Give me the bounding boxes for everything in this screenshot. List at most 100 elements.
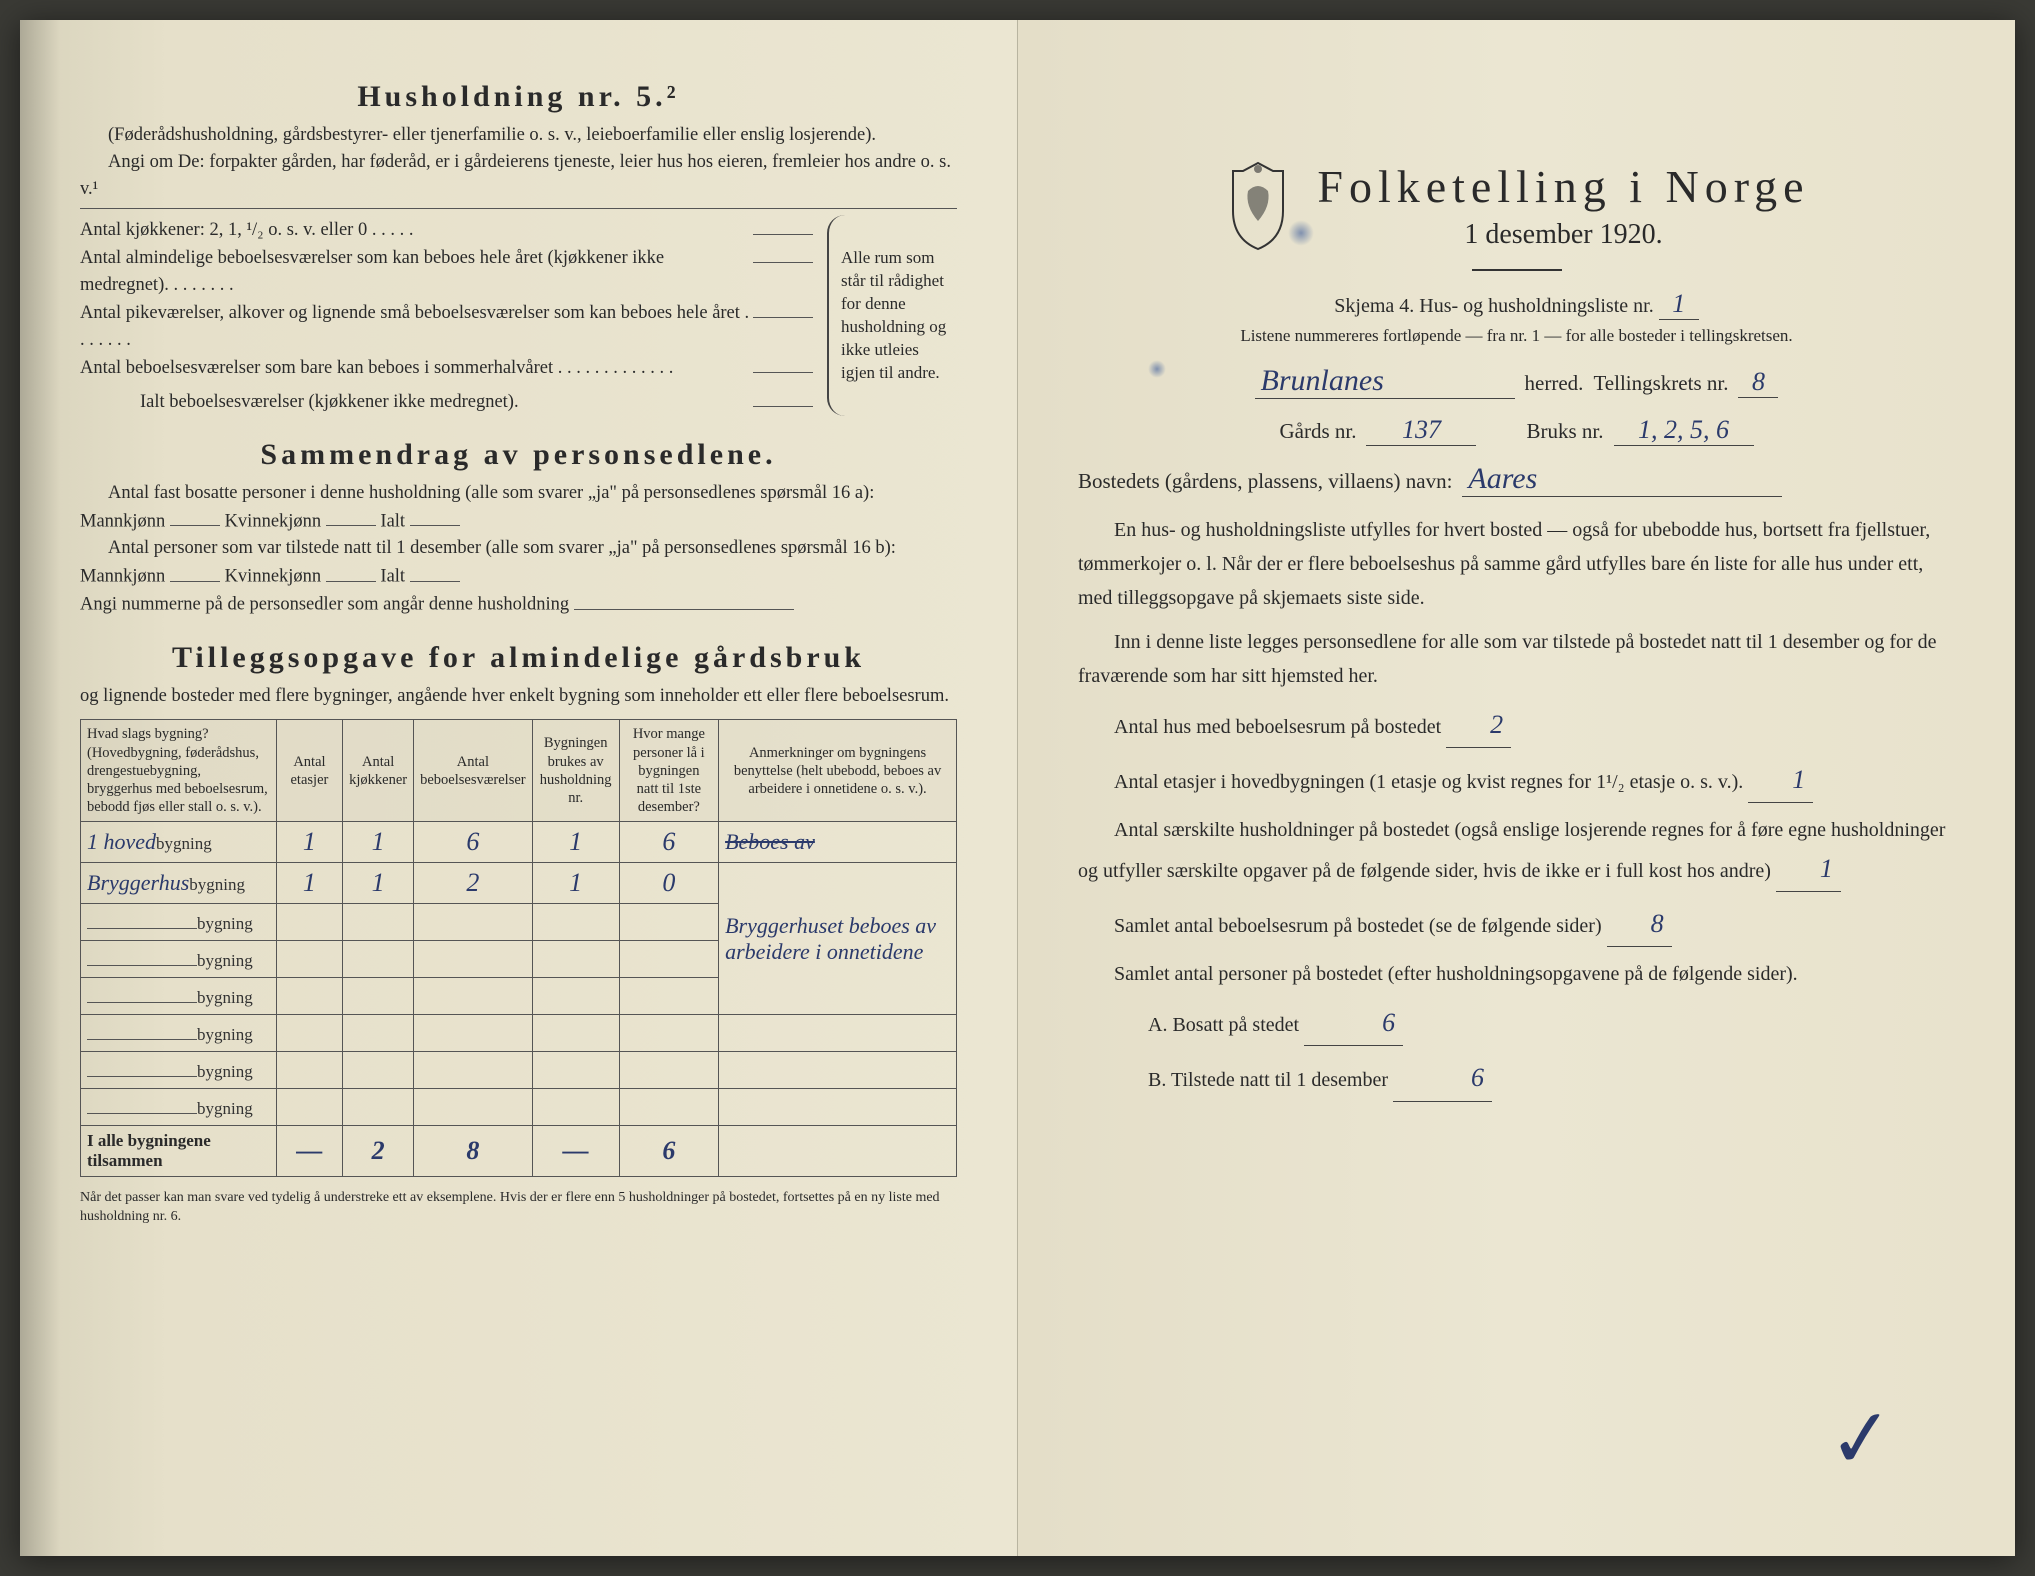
table-row: bygning bbox=[81, 1015, 957, 1052]
angi-num: Angi nummerne på de personsedler som ang… bbox=[80, 590, 957, 618]
bygning-suffix: bygning bbox=[197, 988, 253, 1007]
bygning-blank bbox=[87, 1002, 197, 1003]
cell-bygning: bygning bbox=[81, 978, 277, 1015]
bygning-suffix: bygning bbox=[189, 875, 245, 894]
bygning-blank bbox=[87, 1039, 197, 1040]
q-rom: Samlet antal beboelsesrum på bostedet (s… bbox=[1078, 902, 1955, 947]
cell-value bbox=[414, 941, 533, 978]
cell-note: Bryggerhuset beboes av arbeidere i onnet… bbox=[719, 863, 957, 1015]
ialt-blank bbox=[753, 388, 813, 407]
cell-value bbox=[619, 1089, 718, 1126]
cell-bygning: bygning bbox=[81, 1052, 277, 1089]
cell-value: 1 bbox=[532, 863, 619, 904]
cell-value bbox=[276, 1089, 342, 1126]
kjokken-blank bbox=[753, 215, 813, 234]
q-etasjer: Antal etasjer i hovedbygningen (1 etasje… bbox=[1078, 758, 1955, 803]
cell-value bbox=[619, 978, 718, 1015]
bygning-prefix: Bryggerhus bbox=[87, 870, 189, 895]
a-value: 6 bbox=[1304, 1001, 1403, 1046]
cell-value: 0 bbox=[619, 863, 718, 904]
cell-value: 1 bbox=[343, 822, 414, 863]
herred-label: herred. bbox=[1525, 371, 1584, 396]
bygning-suffix: bygning bbox=[197, 951, 253, 970]
ialt-line: Ialt beboelsesværelser (kjøkkener ikke m… bbox=[80, 389, 753, 416]
q-rom-value: 8 bbox=[1607, 902, 1672, 947]
cell-value bbox=[532, 941, 619, 978]
kjokken-line: Antal kjøkkener: 2, 1, ¹/₂ o. s. v. elle… bbox=[80, 217, 753, 244]
bygning-suffix: bygning bbox=[156, 834, 212, 853]
cell-bygning: Bryggerhusbygning bbox=[81, 863, 277, 904]
cell-value bbox=[276, 904, 342, 941]
cell-value bbox=[343, 1089, 414, 1126]
bygning-suffix: bygning bbox=[197, 1025, 253, 1044]
bygning-blank bbox=[87, 1076, 197, 1077]
cell-value bbox=[343, 1052, 414, 1089]
gard-label: Gårds nr. bbox=[1279, 419, 1356, 444]
cell-value bbox=[276, 941, 342, 978]
cell-value bbox=[343, 978, 414, 1015]
a-line: A. Bosatt på stedet 6 bbox=[1078, 1001, 1955, 1046]
tfoot-1: 2 bbox=[343, 1126, 414, 1177]
tfoot-3: — bbox=[532, 1126, 619, 1177]
date-subtitle: 1 desember 1920. bbox=[1317, 219, 1809, 251]
angi-num-blank bbox=[574, 590, 794, 609]
q-hush: Antal særskilte husholdninger på bostede… bbox=[1078, 813, 1955, 892]
kvinne-a-blank bbox=[326, 507, 376, 526]
bygning-blank bbox=[87, 965, 197, 966]
cell-bygning: bygning bbox=[81, 941, 277, 978]
th-anm: Anmerkninger om bygningens benyttelse (h… bbox=[719, 720, 957, 822]
cell-value bbox=[532, 1052, 619, 1089]
b-line: B. Tilstede natt til 1 desember 6 bbox=[1078, 1056, 1955, 1101]
ink-smudge bbox=[1148, 360, 1166, 378]
cell-value: 1 bbox=[532, 822, 619, 863]
th-etasjer: Antal etasjer bbox=[276, 720, 342, 822]
q-hush-value: 1 bbox=[1776, 847, 1841, 892]
table-row: 1 hovedbygning11616Beboes av bbox=[81, 822, 957, 863]
cell-value bbox=[619, 1015, 718, 1052]
bruk-value: 1, 2, 5, 6 bbox=[1614, 415, 1754, 446]
left-page: Husholdning nr. 5.² (Føderådshusholdning… bbox=[20, 20, 1018, 1556]
th-bebo: Antal beboelsesværelser bbox=[414, 720, 533, 822]
para1: En hus- og husholdningsliste utfylles fo… bbox=[1078, 513, 1955, 615]
bygning-suffix: bygning bbox=[197, 914, 253, 933]
rooms-2: Antal beboelsesværelser som bare kan beb… bbox=[80, 355, 753, 382]
sammendrag-heading: Sammendrag av personsedlene. bbox=[80, 438, 957, 472]
right-page: Folketelling i Norge 1 desember 1920. Sk… bbox=[1018, 20, 2015, 1556]
bygning-blank bbox=[87, 1113, 197, 1114]
main-title: Folketelling i Norge bbox=[1317, 160, 1809, 213]
cell-value bbox=[276, 978, 342, 1015]
hush-note: (Føderådshusholdning, gårdsbestyrer- ell… bbox=[80, 122, 957, 149]
cell-note bbox=[719, 1089, 957, 1126]
cell-note: Beboes av bbox=[719, 822, 957, 863]
sammen-l1: Antal fast bosatte personer i denne hush… bbox=[80, 480, 957, 535]
sammen-l2: Antal personer som var tilstede natt til… bbox=[80, 535, 957, 590]
rooms-1: Antal pikeværelser, alkover og lignende … bbox=[80, 300, 753, 354]
herred-value: Brunlanes bbox=[1255, 364, 1515, 399]
cell-value bbox=[343, 1015, 414, 1052]
angi-line: Angi om De: forpakter gården, har føderå… bbox=[80, 149, 957, 203]
mann-b-blank bbox=[170, 562, 220, 581]
table-row: Bryggerhusbygning11210Bryggerhuset beboe… bbox=[81, 863, 957, 904]
bygning-suffix: bygning bbox=[197, 1062, 253, 1081]
q-hus: Antal hus med beboelsesrum på bostedet 2 bbox=[1078, 703, 1955, 748]
gard-value: 137 bbox=[1366, 415, 1476, 446]
cell-value bbox=[414, 978, 533, 1015]
th-bygning: Hvad slags bygning? (Hovedbygning, føder… bbox=[81, 720, 277, 822]
cell-value bbox=[343, 941, 414, 978]
brace-note: Alle rum som står til rådighet for denne… bbox=[827, 215, 957, 416]
rooms-0-blank bbox=[753, 244, 813, 263]
cell-value: 1 bbox=[276, 822, 342, 863]
document-spread: Husholdning nr. 5.² (Føderådshusholdning… bbox=[20, 20, 2015, 1556]
mann-a-blank bbox=[170, 507, 220, 526]
skjema-line: Skjema 4. Hus- og husholdningsliste nr. … bbox=[1078, 289, 1955, 320]
tfoot-0: — bbox=[276, 1126, 342, 1177]
rooms-2-blank bbox=[753, 354, 813, 373]
cell-note bbox=[719, 1052, 957, 1089]
cell-value bbox=[276, 1015, 342, 1052]
ialt-a-blank bbox=[410, 507, 460, 526]
buildings-table: Hvad slags bygning? (Hovedbygning, føder… bbox=[80, 719, 957, 1177]
cell-value bbox=[414, 1089, 533, 1126]
q-etasjer-value: 1 bbox=[1748, 758, 1813, 803]
bosted-label: Bostedets (gårdens, plassens, villaens) … bbox=[1078, 469, 1452, 494]
tfoot-4: 6 bbox=[619, 1126, 718, 1177]
